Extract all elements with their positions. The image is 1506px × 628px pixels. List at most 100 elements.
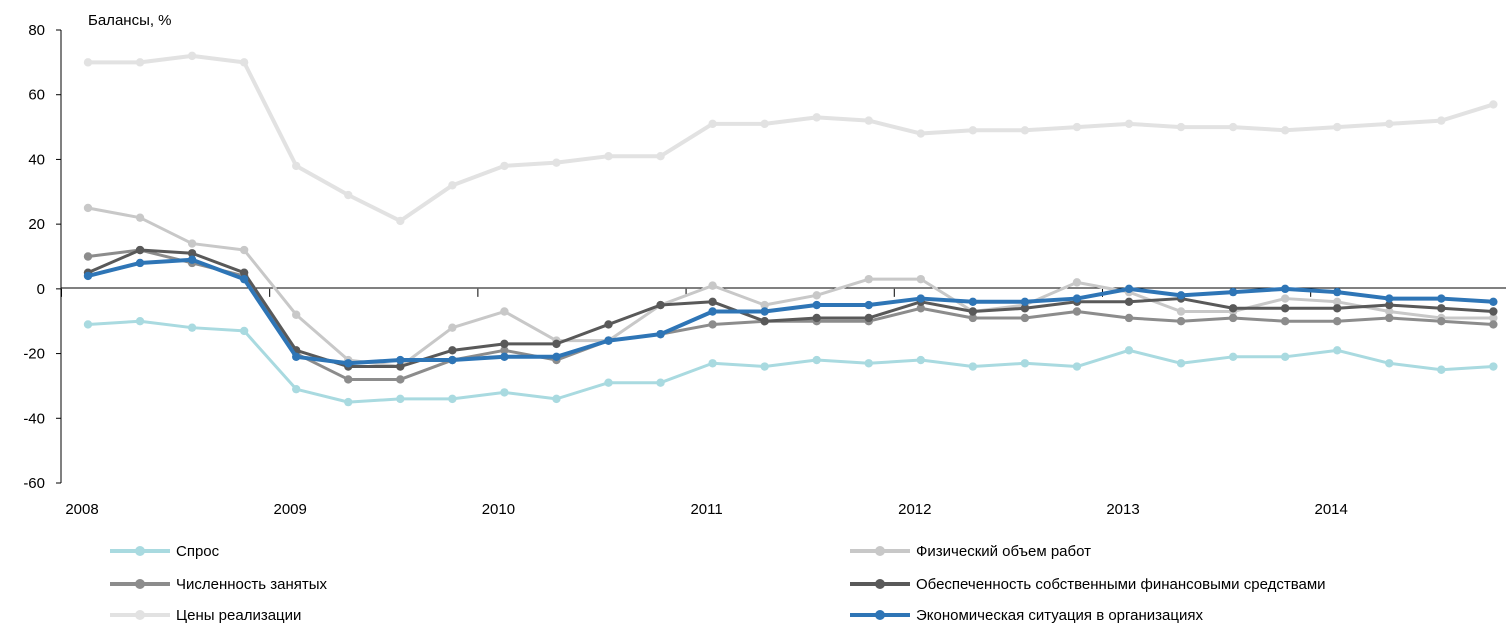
data-point xyxy=(1385,359,1394,368)
data-point xyxy=(344,190,353,200)
data-point xyxy=(83,271,93,281)
data-point xyxy=(1020,359,1030,368)
data-point xyxy=(1228,122,1238,132)
data-point xyxy=(1020,126,1030,135)
data-point xyxy=(760,300,769,310)
data-point xyxy=(1280,284,1290,294)
data-point xyxy=(1437,116,1446,125)
series-line xyxy=(87,257,1494,366)
series-4 xyxy=(83,51,1498,226)
data-point xyxy=(1333,304,1342,313)
data-point xyxy=(1176,291,1186,300)
data-point xyxy=(1124,313,1134,323)
series-line xyxy=(87,248,1494,381)
legend-swatch xyxy=(850,574,910,594)
data-point xyxy=(708,297,717,306)
data-point xyxy=(968,313,978,323)
data-point xyxy=(135,317,145,326)
data-point xyxy=(812,355,821,365)
data-point xyxy=(812,291,821,300)
data-point xyxy=(344,375,353,384)
data-point xyxy=(552,352,561,362)
data-point xyxy=(1072,362,1082,371)
data-point xyxy=(1020,304,1030,313)
data-point xyxy=(1228,313,1238,323)
data-point xyxy=(1124,297,1134,306)
data-point xyxy=(396,216,405,226)
data-point xyxy=(396,375,405,384)
y-tick-label: -40 xyxy=(23,410,45,427)
data-point xyxy=(187,51,197,61)
data-point xyxy=(1437,317,1446,326)
data-point xyxy=(552,394,561,404)
data-point xyxy=(83,252,93,261)
data-point xyxy=(1489,313,1498,323)
legend-item: Численность занятых xyxy=(110,574,327,594)
data-point xyxy=(916,129,925,138)
data-point xyxy=(864,313,873,323)
data-point xyxy=(708,281,717,290)
data-point xyxy=(1280,294,1290,303)
data-point xyxy=(812,113,821,122)
data-point xyxy=(187,249,197,258)
data-point xyxy=(656,300,665,310)
y-tick-label: 0 xyxy=(37,281,45,298)
legend-item: Экономическая ситуация в организациях xyxy=(850,605,1203,625)
data-point xyxy=(1333,297,1342,306)
data-point xyxy=(1020,313,1030,323)
data-point xyxy=(708,359,717,368)
legend-label: Обеспеченность собственными финансовыми … xyxy=(916,575,1326,593)
data-point xyxy=(135,245,145,255)
data-point xyxy=(916,304,925,313)
data-point xyxy=(292,384,301,394)
data-point xyxy=(500,307,509,316)
series-line xyxy=(88,53,1494,223)
data-point xyxy=(968,362,978,371)
data-point xyxy=(1280,304,1290,313)
data-point xyxy=(448,394,457,404)
legend-label: Экономическая ситуация в организациях xyxy=(916,606,1203,624)
data-point xyxy=(552,339,561,349)
x-tick-label: 2011 xyxy=(690,501,722,518)
data-point xyxy=(448,355,457,365)
data-point xyxy=(1228,352,1238,362)
data-point xyxy=(448,346,457,355)
data-point xyxy=(500,339,509,349)
data-point xyxy=(968,307,978,316)
data-point xyxy=(1333,287,1342,297)
data-point xyxy=(1437,294,1446,303)
data-point xyxy=(500,352,509,362)
data-point xyxy=(916,294,925,303)
data-point xyxy=(135,58,145,67)
data-point xyxy=(760,307,769,316)
data-point xyxy=(708,307,717,316)
data-point xyxy=(344,397,353,407)
data-point xyxy=(1280,126,1290,135)
data-point xyxy=(708,320,717,329)
data-point xyxy=(239,268,249,277)
legend-item: Физический объем работ xyxy=(850,541,1091,561)
data-point xyxy=(604,320,613,329)
data-point xyxy=(448,323,457,332)
data-point xyxy=(760,362,769,371)
data-point xyxy=(344,359,353,368)
data-point xyxy=(1176,307,1186,316)
data-point xyxy=(396,362,405,371)
data-point xyxy=(1333,346,1342,355)
data-point xyxy=(1124,284,1134,294)
data-point xyxy=(604,336,613,345)
data-point xyxy=(864,274,873,284)
data-point xyxy=(1072,307,1082,316)
data-point xyxy=(760,119,769,129)
legend-item: Обеспеченность собственными финансовыми … xyxy=(850,574,1326,594)
legend-swatch xyxy=(110,574,170,594)
data-point xyxy=(396,355,405,365)
data-point xyxy=(1385,307,1394,316)
data-point xyxy=(1072,294,1082,303)
data-point xyxy=(1489,320,1498,329)
data-point xyxy=(760,317,769,326)
data-point xyxy=(1228,304,1238,313)
y-tick-label: 40 xyxy=(28,151,45,168)
data-point xyxy=(1176,317,1186,326)
data-point xyxy=(968,297,978,306)
